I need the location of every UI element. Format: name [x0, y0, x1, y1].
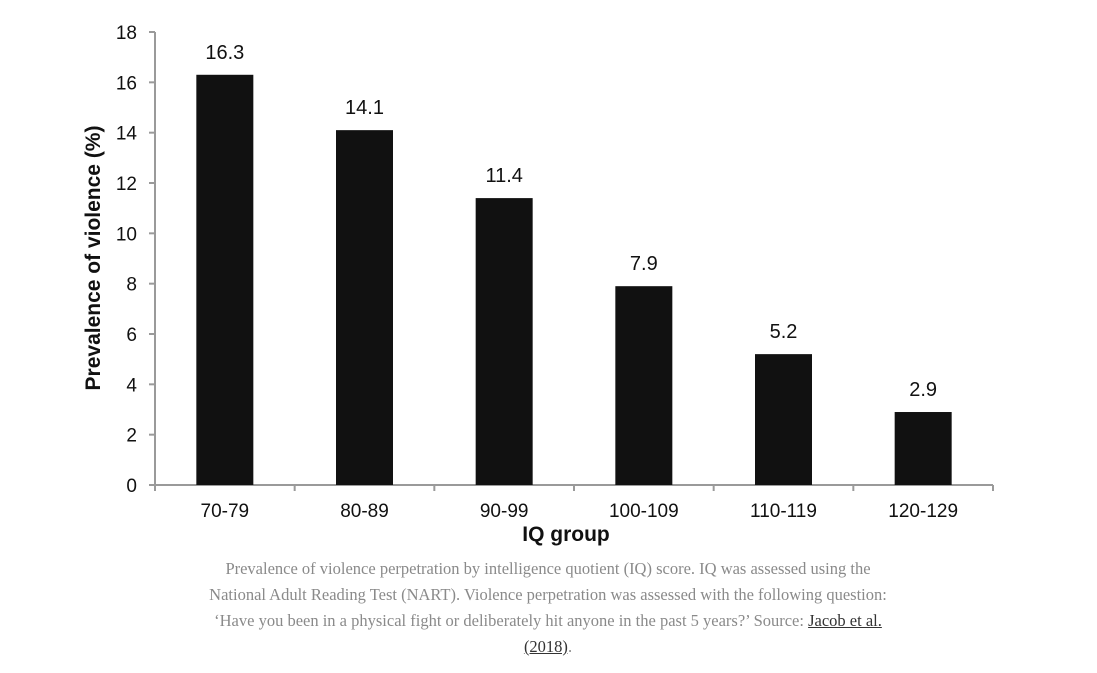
bar-chart: 0 2 4 6 8 10 12 14 16 18 70-79 80-89 90-99 100-109 11…	[82, 23, 994, 546]
y-axis: 0 2 4 6 8 10 12 14 16 18	[116, 23, 156, 497]
y-tick-label: 18	[116, 23, 137, 44]
y-tick-label: 8	[126, 275, 137, 296]
bar	[196, 74, 254, 486]
x-tick-label: 90-99	[480, 501, 529, 522]
x-axis-title: IQ group	[522, 523, 610, 546]
bar-value-label: 2.9	[909, 379, 937, 401]
y-tick-label: 10	[116, 224, 137, 245]
bar	[615, 286, 673, 485]
bar-value-label: 5.2	[770, 321, 798, 343]
x-tick-label: 120-129	[888, 501, 958, 522]
x-tick-label: 100-109	[609, 501, 679, 522]
y-tick-label: 6	[126, 325, 137, 346]
caption-suffix: .	[567, 637, 573, 656]
bar-value-label: 14.1	[345, 97, 384, 119]
x-tick-label: 110-119	[750, 501, 817, 522]
x-tick-label: 70-79	[201, 501, 250, 522]
data-labels: 16.3 14.1 11.4 7.9 5.2 2.9	[205, 42, 937, 401]
y-tick-label: 14	[116, 124, 138, 145]
bar	[336, 130, 393, 485]
bars	[196, 74, 952, 486]
source-link[interactable]: Jacob et al. (2018)	[523, 611, 882, 656]
y-tick-label: 2	[126, 426, 137, 447]
bar-value-label: 7.9	[630, 253, 658, 275]
y-tick-label: 16	[116, 73, 137, 94]
bar	[755, 354, 812, 485]
bar	[475, 198, 533, 485]
x-axis: 70-79 80-89 90-99 100-109 110-119 120-129	[154, 484, 994, 522]
figure-caption: Prevalence of violence perpetration by i…	[198, 556, 898, 660]
caption-text: Prevalence of violence perpetration by i…	[209, 559, 887, 630]
bar	[894, 412, 952, 485]
y-axis-title: Prevalence of violence (%)	[82, 126, 105, 391]
x-tick-label: 80-89	[340, 501, 389, 522]
y-tick-label: 12	[116, 174, 137, 195]
y-tick-label: 4	[126, 375, 137, 396]
bar-value-label: 11.4	[485, 165, 522, 187]
bar-value-label: 16.3	[205, 42, 244, 64]
y-tick-label: 0	[126, 476, 137, 497]
